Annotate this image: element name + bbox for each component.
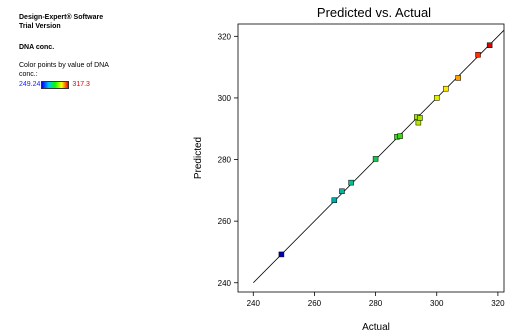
x-axis-label: Actual [362,322,390,333]
y-tick-label: 240 [218,279,232,288]
data-point [455,75,461,81]
data-point [397,133,403,139]
data-point [278,251,285,258]
y-tick-label: 320 [218,32,232,41]
data-point [433,95,440,101]
software-edition: Trial Version [19,23,61,30]
color-legend: 249.24 317.3 [19,80,169,89]
data-point [417,115,423,121]
data-point [331,197,338,203]
x-tick-label: 300 [430,299,444,308]
color-by-label: Color points by value of DNA conc.: [19,62,109,78]
y-tick-label: 280 [218,156,232,165]
y-tick-label: 300 [218,94,232,103]
data-point [486,42,493,49]
data-point [443,85,449,92]
plot-frame [237,23,505,293]
chart-title: Predicted vs. Actual [317,5,431,20]
legend-panel: Design-Expert® Software Trial Version DN… [19,13,169,89]
data-point [339,188,345,195]
legend-max-value: 317.3 [72,81,90,88]
response-title: DNA conc. [19,44,55,51]
legend-min-value: 249.24 [19,81,41,88]
x-tick-label: 320 [491,299,505,308]
x-tick-label: 240 [247,299,261,308]
x-tick-label: 280 [369,299,383,308]
x-tick-label: 260 [308,299,322,308]
data-point [415,119,422,126]
data-point [372,156,379,162]
color-gradient-bar [41,80,70,89]
y-tick-label: 260 [218,217,232,226]
reference-line [253,29,505,284]
y-axis-label: Predicted [193,137,204,179]
software-name: Design-Expert® Software [19,14,104,21]
data-point [475,52,481,58]
data-point [348,179,354,186]
